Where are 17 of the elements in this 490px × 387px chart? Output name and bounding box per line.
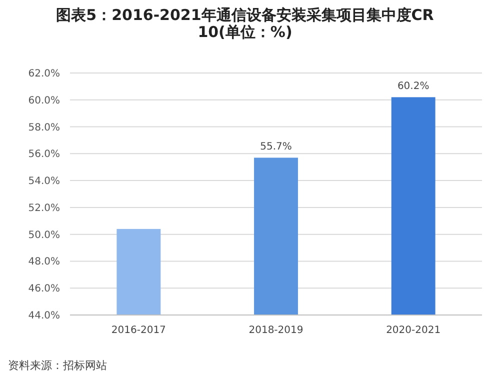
chart-title: 图表5：2016-2021年通信设备安装采集项目集中度CR10(单位：%): [56, 6, 434, 41]
y-tick-label: 46.0%: [28, 284, 60, 295]
y-tick-label: 62.0%: [28, 68, 60, 80]
data-label: 60.2%: [397, 81, 430, 92]
data-label: 55.7%: [260, 142, 292, 153]
y-tick-label: 44.0%: [28, 310, 60, 322]
x-tick-label: 2018-2019: [248, 325, 304, 336]
y-tick-label: 48.0%: [28, 256, 60, 268]
x-tick-label: 2016-2017: [111, 325, 166, 336]
x-tick-label: 2020-2021: [386, 325, 441, 336]
y-tick-label: 58.0%: [28, 122, 60, 134]
y-tick-label: 50.0%: [28, 230, 60, 241]
y-tick-label: 54.0%: [28, 176, 60, 188]
y-tick-label: 52.0%: [28, 202, 60, 214]
text: 资料来源：招标网站: [8, 359, 107, 372]
y-tick-label: 60.0%: [28, 95, 60, 106]
y-tick-label: 56.0%: [28, 149, 60, 160]
